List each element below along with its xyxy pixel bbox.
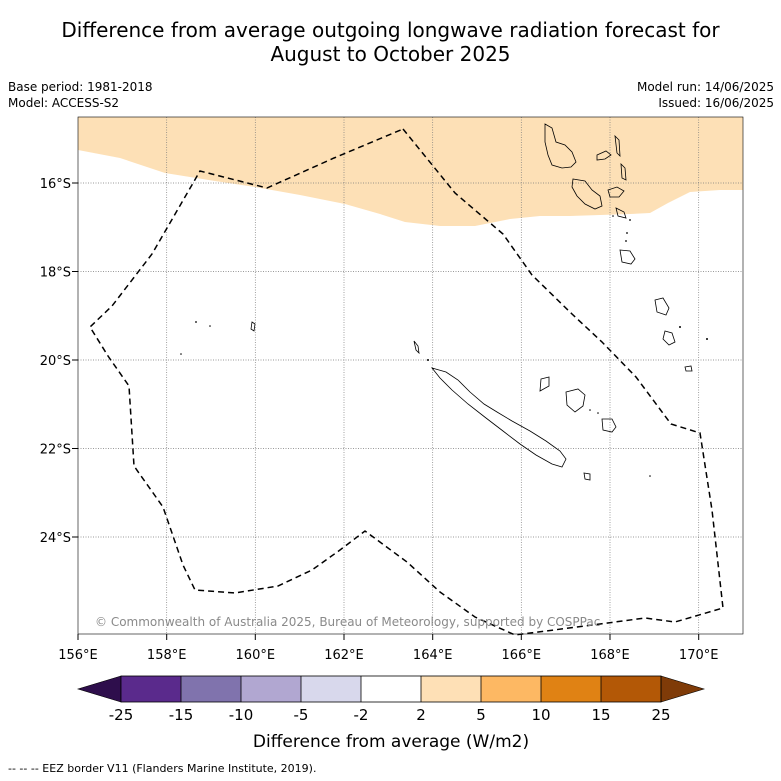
colorbar-dividers xyxy=(180,676,602,702)
colorbar-tick-label: -25 xyxy=(109,706,134,724)
colorbar-outline xyxy=(120,675,662,703)
anomaly-layer xyxy=(78,117,743,226)
issued-text: Issued: 16/06/2025 xyxy=(658,96,774,110)
colorbar-segment xyxy=(241,676,301,702)
colorbar-tick-label: 5 xyxy=(476,706,486,724)
chart-title: Difference from average outgoing longwav… xyxy=(0,18,781,66)
colorbar-segment xyxy=(421,676,481,702)
chesterfield-islet-outline xyxy=(250,321,256,332)
ambrym-outline xyxy=(607,186,625,198)
colorbar-tick-label: -5 xyxy=(294,706,309,724)
colorbar-tick-label: 25 xyxy=(651,706,670,724)
maewo-outline xyxy=(614,134,621,158)
lat-label: 20°S xyxy=(40,354,71,369)
lon-label: 156°E xyxy=(58,648,98,663)
meta-left: Base period: 1981-2018 Model: ACCESS-S2 xyxy=(8,79,153,111)
base-period-text: Base period: 1981-2018 xyxy=(8,80,153,94)
ouvea-outline xyxy=(539,376,550,392)
colorbar-title: Difference from average (W/m2) xyxy=(253,732,529,752)
title-line-1: Difference from average outgoing longwav… xyxy=(61,18,720,42)
colorbar-segment xyxy=(181,676,241,702)
epi-outline xyxy=(615,207,627,219)
lat-label: 24°S xyxy=(40,531,71,546)
colorbar-tick-label: -15 xyxy=(169,706,194,724)
colorbar-segment xyxy=(361,676,421,702)
longitude-labels: 156°E 158°E 160°E 162°E 164°E 166°E 168°… xyxy=(58,648,718,663)
lat-label: 18°S xyxy=(40,266,71,281)
lon-label: 158°E xyxy=(147,648,187,663)
eez-legend-footer: -- -- -- EEZ border V11 (Flanders Marine… xyxy=(8,762,317,775)
colorbar-segment xyxy=(481,676,541,702)
latitude-labels: 16°S 18°S 20°S 22°S 24°S xyxy=(40,177,71,546)
colorbar-segment xyxy=(121,676,181,702)
gridlines xyxy=(78,117,743,634)
lon-label: 166°E xyxy=(502,648,542,663)
lon-label: 164°E xyxy=(413,648,453,663)
small-islets xyxy=(180,215,708,477)
malekula-outline xyxy=(571,178,603,210)
erromango-outline xyxy=(654,297,670,316)
colorbar-extend-low xyxy=(76,675,122,703)
colorbar-tick-label: -10 xyxy=(229,706,254,724)
colorbar-extend-high xyxy=(660,675,706,703)
lon-label: 168°E xyxy=(590,648,630,663)
colorbar-tick-labels: -25 -15 -10 -5 -2 2 5 10 15 25 xyxy=(109,706,671,724)
meta-right: Model run: 14/06/2025 Issued: 16/06/2025 xyxy=(637,79,774,111)
efate-outline xyxy=(619,249,636,265)
colorbar-tick-label: 2 xyxy=(416,706,426,724)
ambae-outline xyxy=(596,150,612,161)
model-text: Model: ACCESS-S2 xyxy=(8,96,120,110)
new-caledonia-outline xyxy=(430,367,567,468)
eez-border xyxy=(89,128,724,636)
mare-outline xyxy=(601,418,617,433)
title-line-2: August to October 2025 xyxy=(270,42,511,66)
colorbar-segment xyxy=(541,676,601,702)
tick-marks xyxy=(72,182,700,640)
isle-of-pines-outline xyxy=(583,472,591,481)
lat-label: 16°S xyxy=(40,177,71,192)
colorbar: -25 -15 -10 -5 -2 2 5 10 15 25 Differenc… xyxy=(76,675,706,752)
pentecost-outline xyxy=(620,162,627,181)
lifou-outline xyxy=(565,388,586,413)
colorbar-tick-label: -2 xyxy=(354,706,369,724)
lon-label: 170°E xyxy=(679,648,719,663)
belep-outline xyxy=(413,340,420,355)
lat-label: 22°S xyxy=(40,443,71,458)
tanna-outline xyxy=(662,330,676,346)
model-run-text: Model run: 14/06/2025 xyxy=(636,80,774,94)
colorbar-tick-label: 10 xyxy=(531,706,550,724)
lon-label: 160°E xyxy=(236,648,276,663)
lon-label: 162°E xyxy=(324,648,364,663)
colorbar-segment xyxy=(601,676,661,702)
land-masses xyxy=(250,123,693,481)
aneityum-outline xyxy=(684,365,693,372)
map-border xyxy=(77,116,744,635)
copyright-text: © Commonwealth of Australia 2025, Bureau… xyxy=(95,615,600,629)
colorbar-segment xyxy=(301,676,361,702)
espiritu-santo-outline xyxy=(544,123,577,169)
colorbar-tick-label: 15 xyxy=(591,706,610,724)
positive-anomaly-region xyxy=(78,117,743,226)
